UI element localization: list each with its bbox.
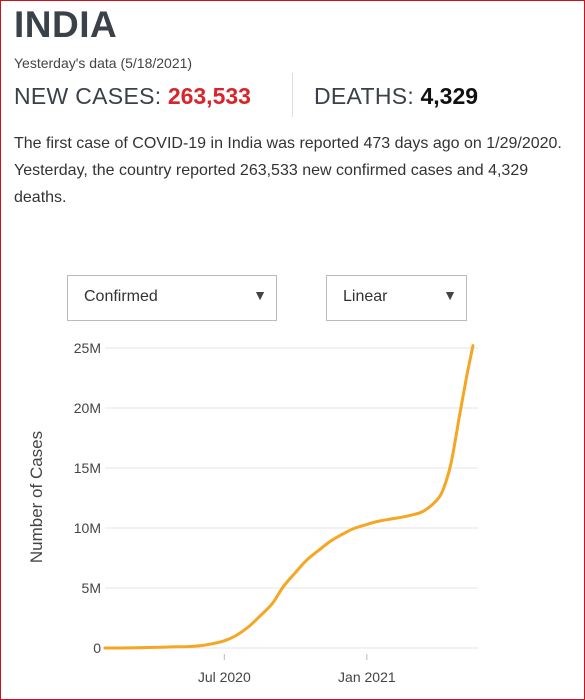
metric-select[interactable]: Confirmed ▼ [67, 275, 277, 321]
deaths-label: DEATHS: [314, 83, 415, 109]
deaths-value: 4,329 [420, 83, 479, 109]
y-tick-label: 10M [74, 520, 101, 536]
deaths-stat: DEATHS: 4,329 [314, 83, 478, 110]
y-tick-label: 15M [74, 460, 101, 476]
scale-select[interactable]: Linear ▼ [326, 275, 467, 321]
x-axis-ticks: Jul 2020 Jan 2021 [198, 654, 396, 685]
country-title: INDIA [14, 4, 118, 45]
summary-paragraph: The first case of COVID-19 in India was … [14, 130, 579, 211]
x-tick-label: Jul 2020 [198, 669, 251, 685]
new-cases-value: 263,533 [167, 83, 251, 109]
new-cases-label: NEW CASES: [14, 83, 162, 109]
new-cases-stat: NEW CASES: 263,533 [14, 83, 251, 110]
scale-select-caret-icon: ▼ [443, 287, 457, 303]
y-tick-label: 5M [82, 580, 101, 596]
summary-text-pre: The first case of [14, 135, 133, 152]
summary-text-post: in India was reported 473 days ago on 1/… [14, 135, 562, 206]
y-tick-label: 0 [93, 640, 101, 656]
y-tick-label: 20M [74, 400, 101, 416]
gridlines [105, 347, 478, 649]
y-axis-ticks: 0 5M 10M 15M 20M 25M [74, 340, 101, 656]
scale-select-value: Linear [343, 288, 388, 305]
x-tick-label: Jan 2021 [338, 669, 396, 685]
y-axis-label: Number of Cases [27, 431, 46, 563]
metric-select-value: Confirmed [84, 288, 158, 305]
cases-line-chart: 0 5M 10M 15M 20M 25M Jul 2020 Jan 2021 Number … [27, 340, 478, 685]
metric-select-caret-icon: ▼ [253, 287, 267, 303]
data-date-note: Yesterday's data (5/18/2021) [14, 55, 193, 71]
y-tick-label: 25M [74, 340, 101, 356]
stats-divider [292, 73, 293, 117]
confirmed-cases-line [103, 344, 475, 650]
summary-text-bold: COVID-19 [132, 135, 207, 152]
stats-row: NEW CASES: 263,533 DEATHS: 4,329 [14, 73, 574, 117]
